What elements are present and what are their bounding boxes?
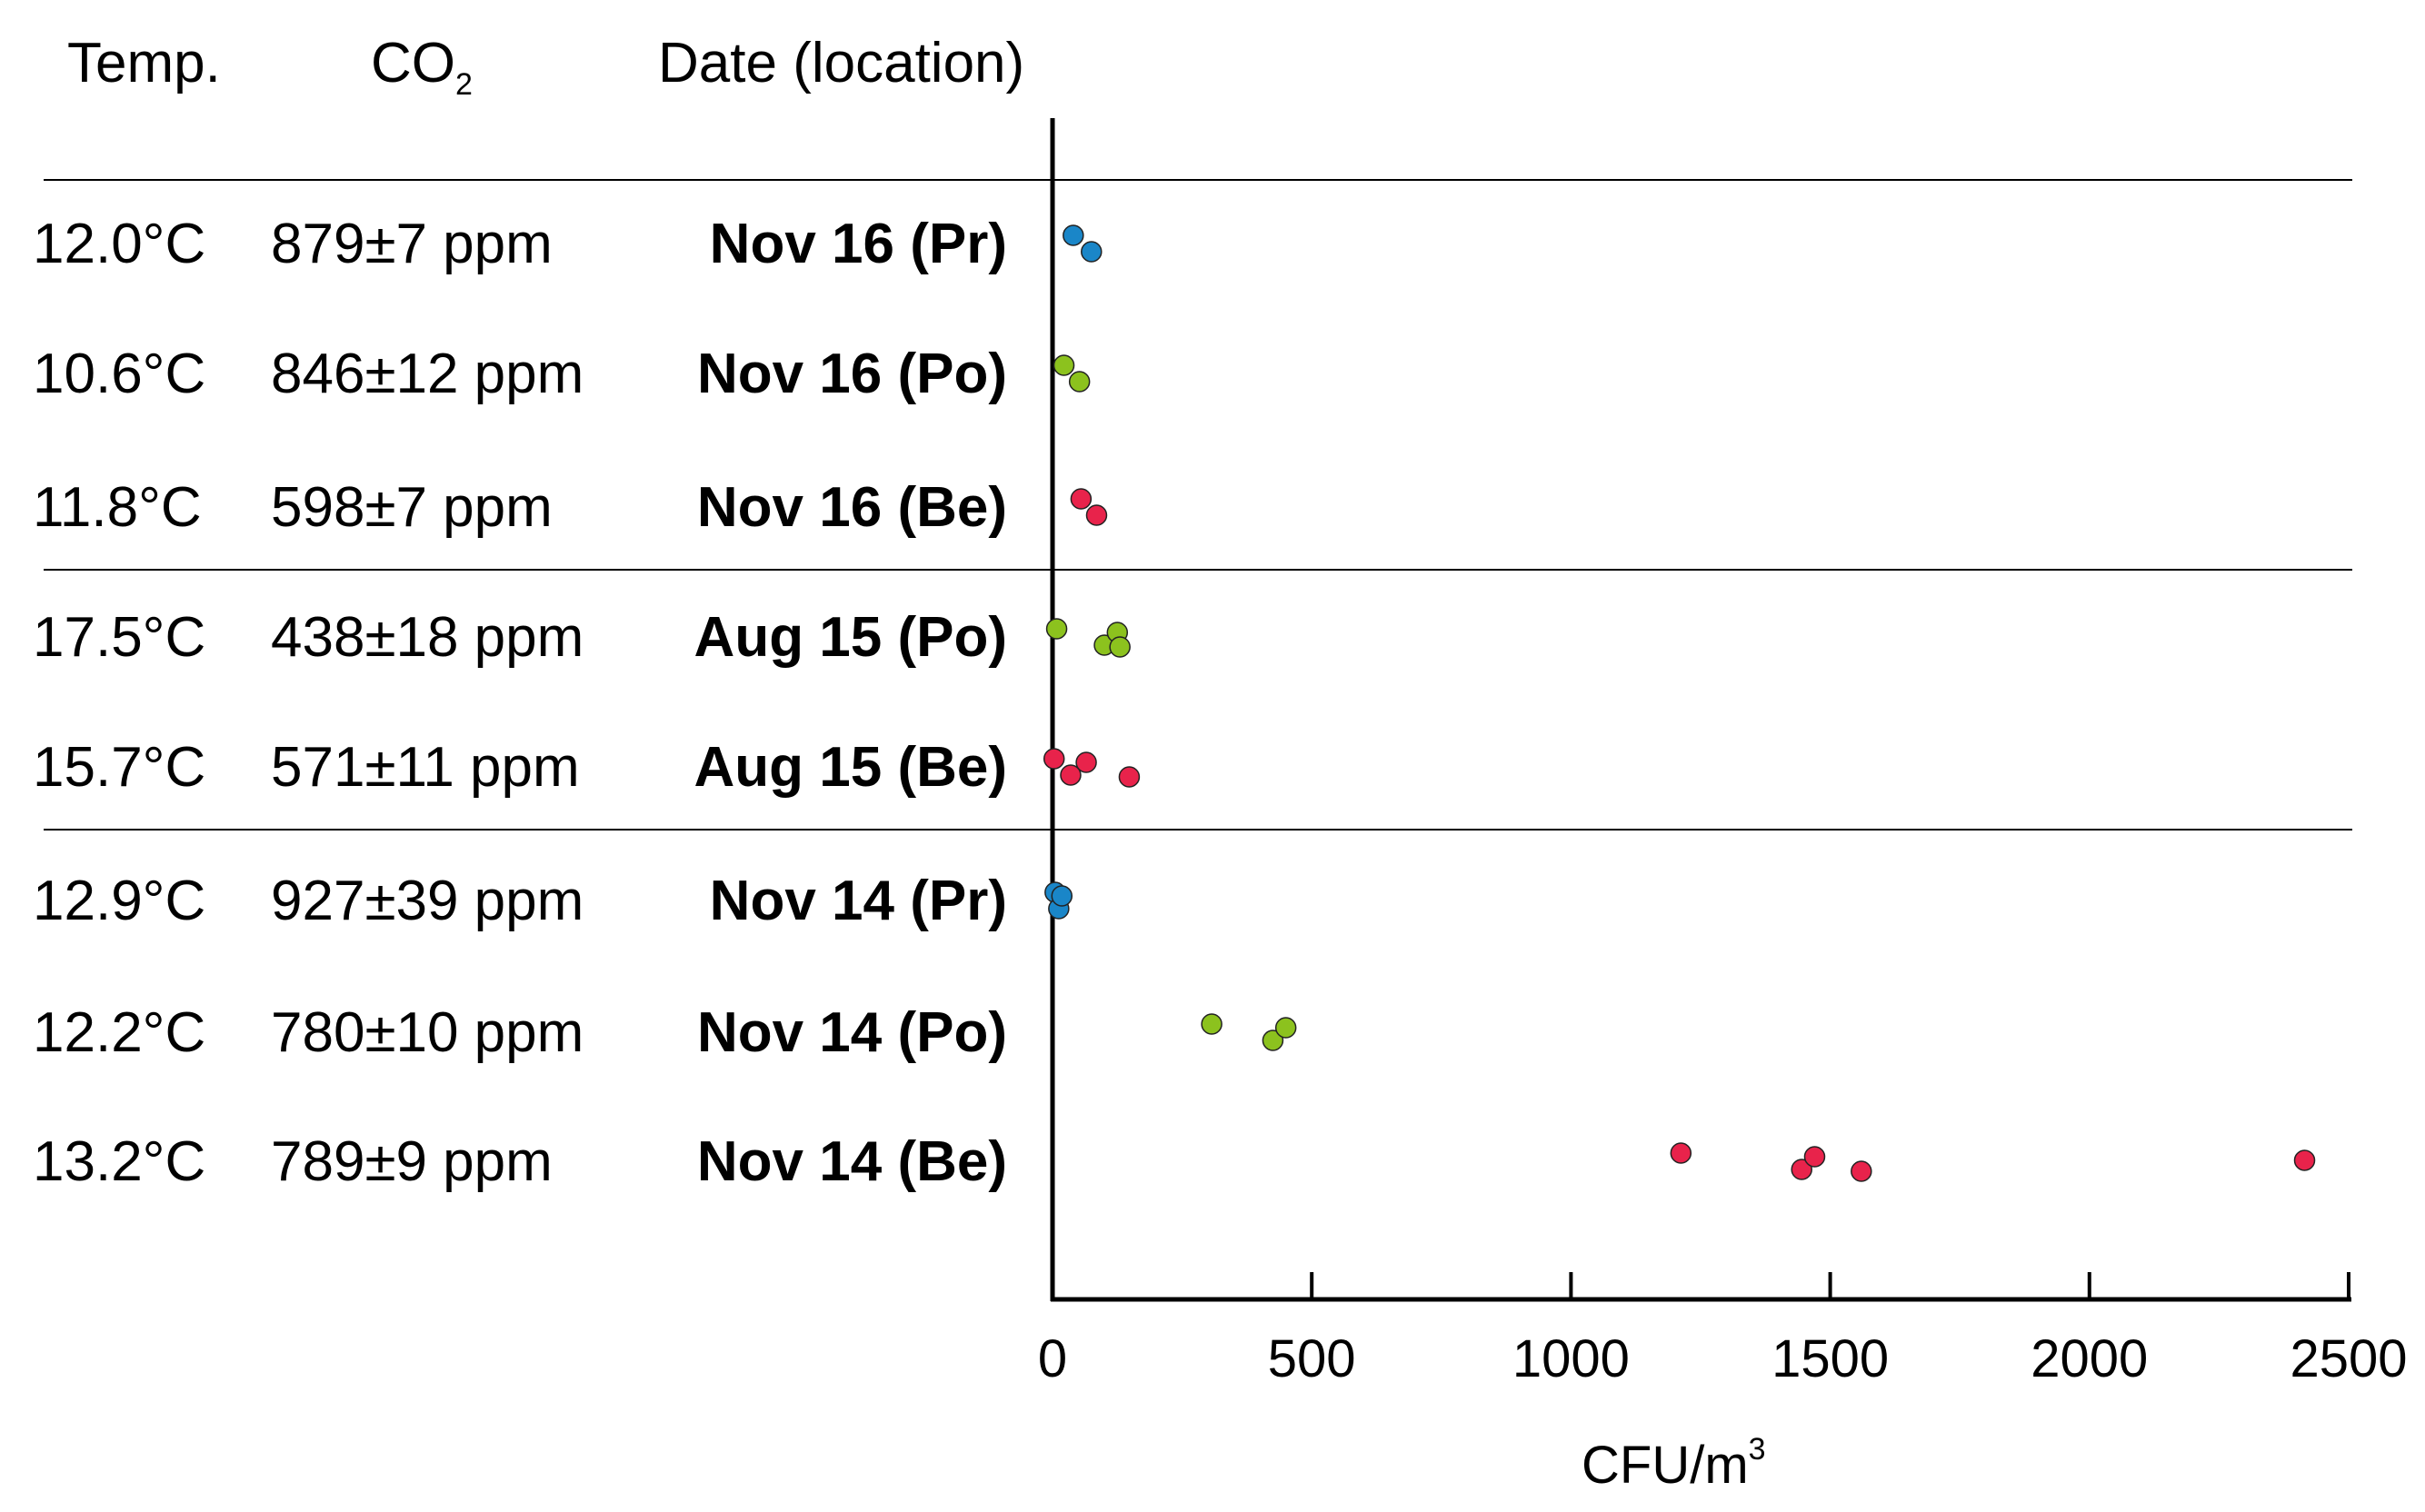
row-temp: 11.8°C — [33, 476, 202, 539]
row-co2: 846±12 ppm — [271, 343, 584, 405]
point-Be-row4-0 — [1043, 748, 1065, 770]
co2-header-main: CO — [371, 32, 455, 94]
x-tick-label-4: 2000 — [2031, 1329, 2148, 1388]
point-Be-row7-1 — [1791, 1159, 1812, 1180]
row-date: Aug 15 (Be) — [694, 736, 1007, 799]
row-label-group-2: 11.8°C 598±7 ppm Nov 16 (Be) — [33, 476, 1007, 539]
co2-header: CO2 — [371, 32, 473, 102]
row-co2: 789±9 ppm — [271, 1130, 553, 1193]
x-tick-label-1: 500 — [1268, 1329, 1356, 1388]
point-Be-row4-2 — [1075, 751, 1097, 773]
row-temp: 17.5°C — [33, 606, 205, 669]
row-co2: 571±11 ppm — [271, 736, 580, 799]
row-date: Nov 14 (Pr) — [710, 870, 1007, 932]
point-Be-row2-1 — [1085, 504, 1108, 526]
row-temp: 13.2°C — [33, 1130, 205, 1193]
row-label-group-6: 12.2°C 780±10 ppm Nov 14 (Po) — [33, 1001, 1007, 1064]
row-label-group-5: 12.9°C 927±39 ppm Nov 14 (Pr) — [33, 870, 1007, 932]
point-Be-row2-0 — [1070, 488, 1093, 510]
point-Be-row7-4 — [2293, 1149, 2316, 1171]
x-axis-label-sup: 3 — [1749, 1432, 1766, 1467]
point-Pr-row0-1 — [1081, 241, 1103, 263]
point-Be-row7-3 — [1851, 1160, 1872, 1182]
point-Po-row1-1 — [1068, 371, 1091, 393]
row-date: Nov 14 (Be) — [697, 1130, 1007, 1193]
x-axis-label: CFU/m3 — [1582, 1432, 1766, 1495]
data-points — [1043, 224, 2316, 1182]
x-tick-label-3: 1500 — [1771, 1329, 1889, 1388]
row-label-group-3: 17.5°C 438±18 ppm Aug 15 (Po) — [33, 606, 1007, 669]
row-co2: 879±7 ppm — [271, 213, 553, 275]
point-Be-row7-2 — [1803, 1146, 1826, 1168]
point-Po-row3-3 — [1109, 636, 1131, 658]
row-label-group-0: 12.0°C 879±7 ppm Nov 16 (Pr) — [33, 213, 1007, 275]
row-label-group-7: 13.2°C 789±9 ppm Nov 14 (Be) — [33, 1130, 1007, 1193]
row-label-group-1: 10.6°C 846±12 ppm Nov 16 (Po) — [33, 343, 1007, 405]
row-date: Aug 15 (Po) — [694, 606, 1007, 669]
row-temp: 12.2°C — [33, 1001, 205, 1064]
row-temp: 10.6°C — [33, 343, 205, 405]
x-tick-label-5: 2500 — [2290, 1329, 2407, 1388]
point-Pr-row5-2 — [1051, 885, 1073, 907]
point-Po-row6-1 — [1262, 1030, 1284, 1051]
row-date: Nov 16 (Po) — [697, 343, 1007, 405]
row-co2: 598±7 ppm — [271, 476, 553, 539]
row-date: Nov 16 (Pr) — [710, 213, 1007, 275]
row-co2: 927±39 ppm — [271, 870, 584, 932]
row-date: Nov 14 (Po) — [697, 1001, 1007, 1064]
column-headers: Temp. CO2 Date (location) — [67, 32, 1024, 102]
point-Be-row4-3 — [1118, 766, 1141, 788]
point-Po-row3-0 — [1045, 618, 1068, 640]
point-Be-row7-0 — [1670, 1142, 1692, 1164]
co2-header-sub: 2 — [455, 67, 473, 102]
x-tick-label-2: 1000 — [1512, 1329, 1630, 1388]
row-temp: 15.7°C — [33, 736, 205, 799]
point-Po-row1-0 — [1053, 354, 1075, 376]
point-Be-row4-1 — [1060, 764, 1082, 786]
axes: 0 500 1000 1500 2000 2500 CFU/m3 — [1038, 118, 2408, 1495]
row-co2: 438±18 ppm — [271, 606, 584, 669]
point-Pr-row0-0 — [1063, 224, 1084, 246]
point-Po-row6-2 — [1274, 1017, 1297, 1039]
group-separators — [44, 179, 2352, 831]
row-temp: 12.0°C — [33, 213, 205, 275]
temp-header: Temp. — [67, 32, 221, 94]
point-Po-row6-0 — [1201, 1013, 1222, 1035]
row-temp: 12.9°C — [33, 870, 205, 932]
x-tick-label-0: 0 — [1038, 1329, 1067, 1388]
row-co2: 780±10 ppm — [271, 1001, 584, 1064]
row-labels: 12.0°C 879±7 ppm Nov 16 (Pr) 10.6°C 846±12 p… — [33, 213, 1007, 1193]
row-label-group-4: 15.7°C 571±11 ppm Aug 15 (Be) — [33, 736, 1007, 799]
row-date: Nov 16 (Be) — [697, 476, 1007, 539]
date-header: Date (location) — [658, 32, 1024, 94]
x-axis-label-main: CFU/m — [1582, 1436, 1749, 1495]
